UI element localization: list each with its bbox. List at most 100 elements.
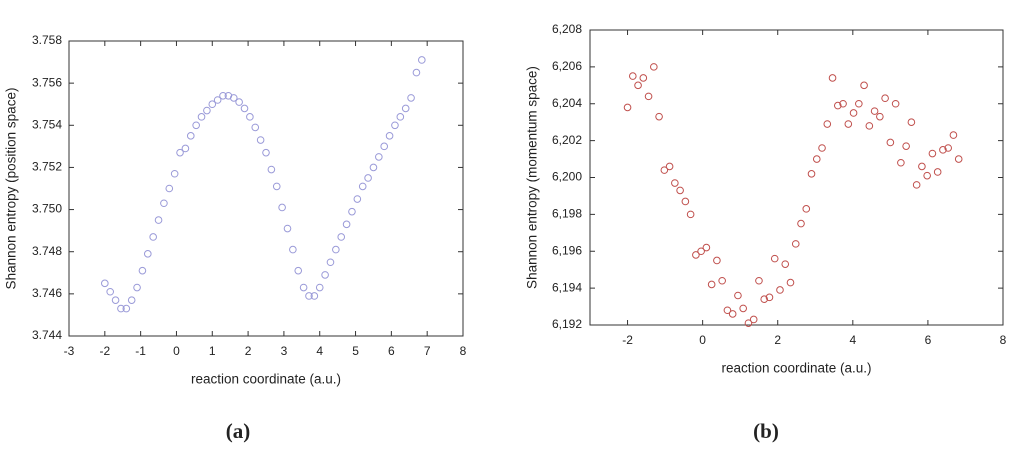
data-point: [781, 260, 790, 268]
data-point: [176, 148, 184, 157]
data-point: [138, 266, 147, 275]
y-tick-label: 6,206: [552, 59, 582, 73]
x-tick-label: 1: [209, 344, 216, 358]
x-tick-label: 2: [774, 333, 781, 347]
x-tick-label: 4: [316, 344, 323, 358]
data-point: [149, 233, 157, 241]
y-tick-label: 6,202: [552, 133, 582, 147]
data-point: [713, 256, 721, 265]
x-tick-label: 8: [460, 344, 467, 358]
data-point: [823, 120, 832, 128]
data-point: [760, 295, 769, 303]
data-point: [855, 99, 863, 108]
data-point: [697, 247, 705, 256]
data-point: [289, 245, 297, 254]
data-point: [315, 283, 324, 292]
x-tick-label: 0: [699, 333, 706, 347]
data-point: [744, 319, 753, 327]
data-point: [923, 171, 931, 180]
y-axis-label: Shannon entropy (position space): [4, 88, 19, 290]
data-point: [160, 199, 168, 208]
data-point: [891, 99, 900, 108]
data-point: [723, 306, 732, 315]
data-point: [256, 136, 265, 144]
data-point: [272, 182, 281, 191]
data-point: [849, 109, 858, 117]
y-tick-label: 6,208: [552, 22, 582, 36]
data-point: [886, 138, 895, 147]
data-point: [692, 251, 700, 259]
data-point: [106, 287, 114, 296]
data-point: [802, 205, 811, 213]
data-point: [639, 74, 648, 82]
data-point: [629, 72, 637, 80]
data-point: [954, 155, 963, 163]
data-point: [665, 162, 674, 171]
y-tick-label: 6,204: [552, 96, 582, 110]
data-point: [364, 174, 372, 182]
data-point: [170, 169, 179, 178]
data-point: [865, 122, 874, 130]
x-tick-label: 6: [925, 333, 932, 347]
data-point: [369, 163, 378, 172]
x-tick-label: 8: [1000, 333, 1007, 347]
data-point: [739, 304, 747, 313]
data-point: [765, 293, 774, 302]
data-point: [881, 94, 889, 103]
y-tick-label: 3.756: [32, 75, 62, 89]
data-point: [734, 291, 742, 300]
caption: (b): [753, 419, 779, 443]
data-point: [262, 148, 270, 157]
data-point: [870, 107, 879, 115]
data-point: [391, 121, 399, 130]
x-tick-label: 0: [173, 344, 180, 358]
plot-frame: [68, 40, 464, 337]
data-point: [111, 296, 120, 304]
y-tick-label: 6,196: [552, 243, 582, 257]
x-tick-label: 7: [424, 344, 431, 358]
data-point: [776, 286, 784, 294]
data-point: [807, 170, 816, 178]
data-point: [897, 158, 905, 167]
data-point: [755, 276, 763, 285]
data-point: [407, 94, 415, 102]
x-tick-label: 4: [849, 333, 856, 347]
data-point: [834, 101, 842, 110]
data-point: [192, 121, 200, 130]
data-point: [634, 81, 642, 90]
data-point: [251, 123, 260, 132]
data-point: [246, 113, 254, 121]
data-point: [786, 278, 795, 287]
y-axis-label: Shannon entropy (momentum space): [525, 66, 540, 289]
data-point: [208, 100, 217, 109]
data-point: [326, 258, 335, 267]
data-point: [770, 254, 779, 263]
y-tick-label: 3.754: [32, 117, 62, 131]
data-point: [197, 113, 206, 121]
data-point: [127, 296, 136, 304]
data-point: [267, 165, 276, 174]
data-point: [749, 315, 758, 324]
data-point: [839, 99, 847, 108]
data-point: [828, 74, 837, 82]
y-tick-label: 3.748: [32, 244, 62, 258]
data-point: [939, 146, 947, 154]
data-point: [358, 182, 367, 191]
data-point: [671, 179, 679, 187]
data-point: [375, 153, 383, 161]
data-point: [718, 276, 726, 285]
data-point: [294, 266, 303, 275]
data-point: [101, 279, 109, 288]
data-point: [623, 103, 632, 112]
data-point: [396, 113, 405, 121]
data-point: [676, 186, 684, 195]
y-tick-label: 6,192: [552, 317, 582, 331]
data-point: [702, 243, 711, 252]
x-tick-label: -2: [99, 344, 110, 358]
data-point: [337, 233, 346, 241]
data-point: [902, 142, 910, 150]
data-point: [933, 168, 942, 176]
data-point: [213, 96, 222, 104]
data-point: [299, 283, 308, 292]
